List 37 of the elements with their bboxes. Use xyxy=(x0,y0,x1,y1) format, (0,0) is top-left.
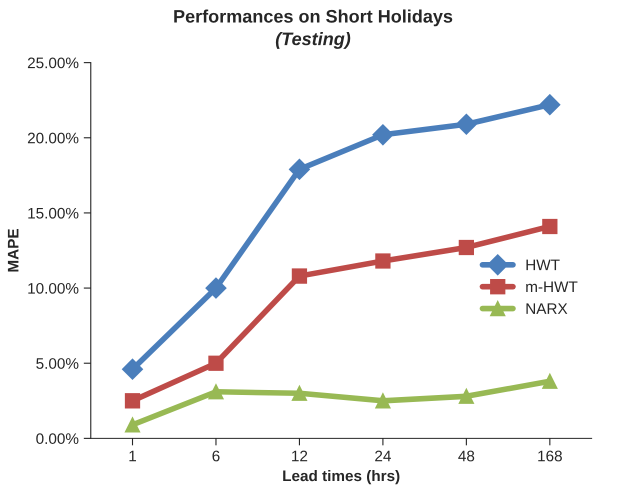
y-tick-label: 25.00% xyxy=(28,57,78,68)
point xyxy=(458,240,474,256)
point xyxy=(375,253,391,269)
point xyxy=(542,218,558,234)
y-tick-label: 5.00% xyxy=(36,358,78,369)
point xyxy=(124,417,140,432)
legend-label: HWT xyxy=(526,260,560,270)
point xyxy=(292,268,308,284)
point xyxy=(542,374,558,389)
point xyxy=(288,158,310,180)
legend-label: m-HWT xyxy=(526,282,578,292)
point xyxy=(208,384,224,400)
legend-label: NARX xyxy=(526,303,568,314)
x-tick-label: 48 xyxy=(458,450,474,462)
y-axis-title: MAPE xyxy=(8,229,18,272)
point xyxy=(372,124,394,146)
chart-title: Performances on Short Holidays xyxy=(174,9,452,26)
point xyxy=(458,388,474,404)
y-tick-label: 20.00% xyxy=(28,132,78,144)
x-tick-label: 12 xyxy=(292,450,308,462)
point xyxy=(205,278,226,299)
point xyxy=(124,393,140,408)
y-tick-label: 15.00% xyxy=(28,208,78,219)
x-tick-label: 6 xyxy=(212,450,220,462)
point xyxy=(539,94,560,116)
point xyxy=(208,356,224,371)
x-tick-label: 1 xyxy=(129,450,136,462)
point xyxy=(456,114,477,135)
y-tick-label: 10.00% xyxy=(28,282,78,294)
chart-subtitle: (Testing) xyxy=(276,32,350,49)
y-tick-label: 0.00% xyxy=(36,433,78,444)
x-tick-label: 24 xyxy=(375,450,391,462)
point xyxy=(375,393,391,408)
x-axis-title: Lead times (hrs) xyxy=(283,470,400,484)
point xyxy=(122,358,144,380)
x-tick-label: 168 xyxy=(538,450,562,462)
point xyxy=(292,386,308,401)
